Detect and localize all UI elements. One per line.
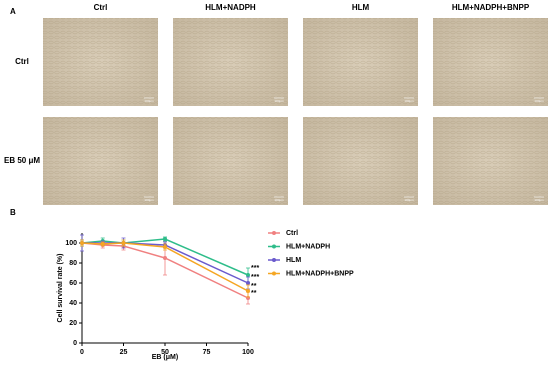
- y-axis-label: Cell survival rate (%): [57, 254, 64, 323]
- scale-bar-label: 100μm: [144, 198, 154, 202]
- annotation: **: [251, 290, 257, 297]
- point: [246, 281, 250, 285]
- panel-label: B: [10, 208, 16, 217]
- point: [163, 237, 167, 241]
- micrograph-texture: [303, 18, 418, 106]
- point: [246, 289, 250, 293]
- scale-bar-label: 100μm: [404, 99, 414, 103]
- column-label: HLM+NADPH+BNPP: [452, 3, 530, 12]
- point: [163, 256, 167, 260]
- row-label: EB 50 μM: [4, 156, 40, 165]
- column-label: HLM+NADPH: [205, 3, 256, 12]
- point: [100, 242, 105, 246]
- x-tick-label: 25: [120, 349, 128, 356]
- scale-bar-label: 100μm: [534, 99, 544, 103]
- legend-label: HLM: [286, 257, 301, 264]
- scale-bar-label: 100μm: [274, 99, 284, 103]
- panel-label: A: [10, 7, 16, 16]
- point: [121, 241, 126, 245]
- legend-marker: [272, 244, 276, 249]
- scale-bar-label: 100μm: [144, 99, 154, 103]
- annotation: **: [251, 283, 257, 290]
- x-tick-label: 50: [161, 349, 169, 356]
- point: [80, 241, 84, 245]
- point: [246, 273, 250, 277]
- annotation: ***: [251, 265, 259, 272]
- micrograph-texture: [433, 117, 548, 205]
- column-label: Ctrl: [94, 3, 108, 12]
- scale-bar-label: 100μm: [404, 198, 414, 202]
- y-tick-label: 40: [69, 300, 77, 307]
- column-label: HLM: [352, 3, 370, 12]
- x-axis-label: EB (μM): [152, 354, 178, 361]
- legend-marker: [272, 231, 276, 235]
- scale-bar-label: 100μm: [534, 198, 544, 202]
- y-tick-label: 20: [69, 320, 77, 327]
- micrograph-texture: [173, 117, 288, 205]
- legend-marker: [272, 271, 276, 276]
- point: [163, 245, 167, 249]
- legend-label: HLM+NADPH: [286, 243, 330, 250]
- micrograph-texture: [43, 18, 158, 106]
- y-tick-label: 100: [65, 240, 77, 247]
- row-label: Ctrl: [15, 57, 29, 66]
- y-tick-label: 60: [69, 280, 77, 287]
- x-tick-label: 0: [80, 349, 84, 356]
- scale-bar-label: 100μm: [274, 198, 284, 202]
- annotation: ***: [251, 274, 259, 281]
- legend-marker: [272, 258, 276, 262]
- micrograph-texture: [43, 117, 158, 205]
- x-tick-label: 100: [242, 349, 254, 356]
- legend-label: Ctrl: [286, 230, 298, 237]
- x-tick-label: 75: [203, 349, 211, 356]
- micrograph-texture: [173, 18, 288, 106]
- micrograph-texture: [303, 117, 418, 205]
- micrograph-texture: [433, 18, 548, 106]
- y-tick-label: 0: [73, 340, 77, 347]
- legend-label: HLM+NADPH+BNPP: [286, 270, 354, 277]
- y-tick-label: 80: [69, 260, 77, 267]
